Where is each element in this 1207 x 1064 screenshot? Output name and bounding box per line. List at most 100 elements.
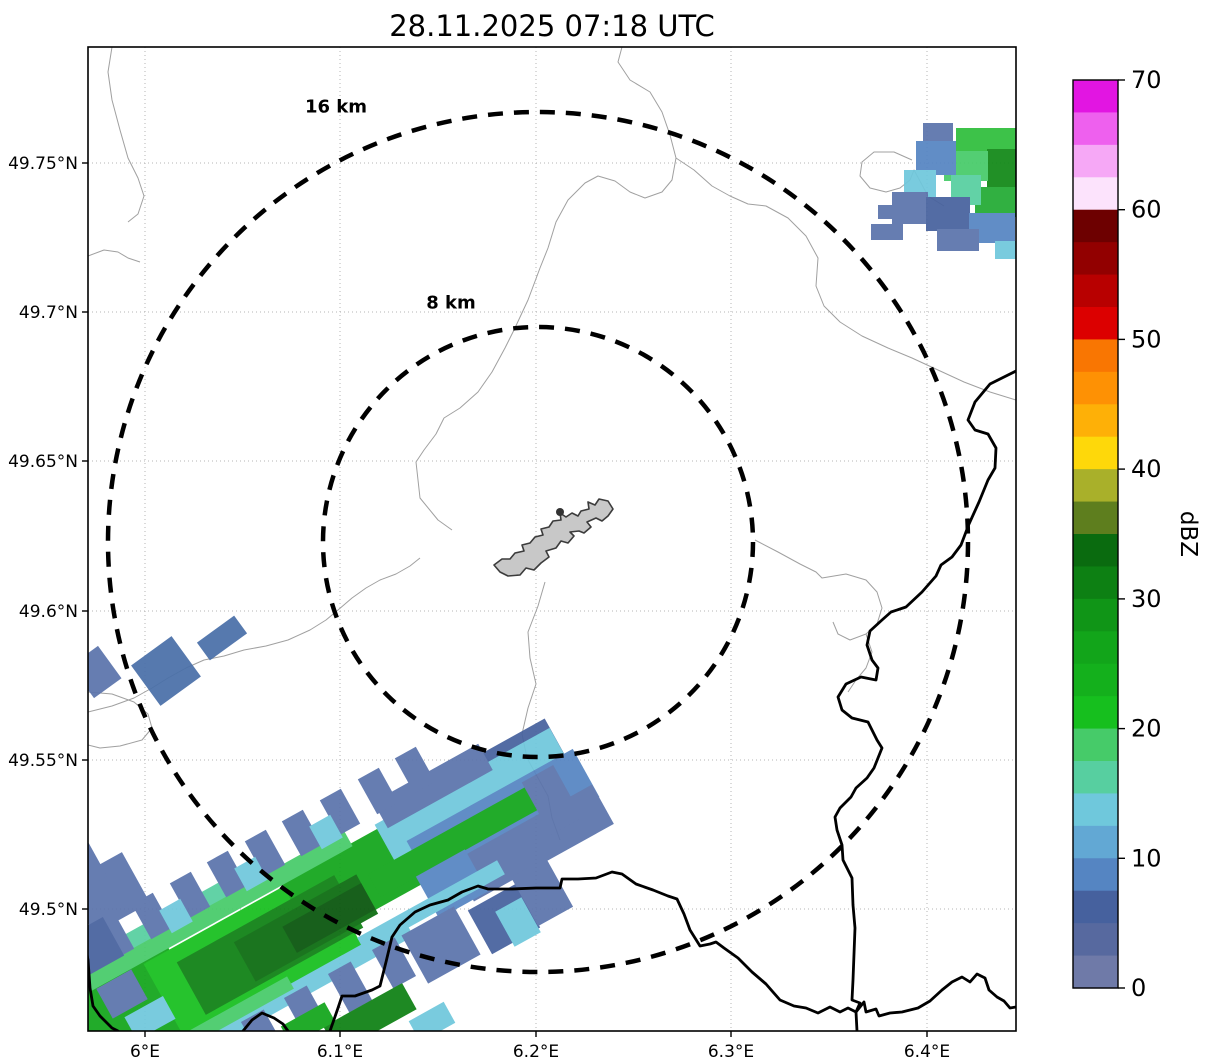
colorbar-band: [1073, 339, 1118, 373]
country-border-line: [833, 369, 1016, 1031]
radar-echo-cell: [987, 149, 1016, 191]
x-tick-label: 6.1°E: [317, 1042, 363, 1062]
colorbar-tick-label: 0: [1131, 974, 1146, 1002]
colorbar-band: [1073, 144, 1118, 178]
radar-echo-cell: [319, 788, 361, 836]
radar-echo-cell: [88, 830, 353, 992]
river-line: [88, 249, 141, 263]
colorbar-tick-label: 20: [1131, 715, 1162, 743]
river-line: [107, 47, 145, 223]
y-tick-label: 49.65°N: [8, 452, 78, 472]
y-tick-label: 49.6°N: [19, 602, 78, 622]
radar-echo-cell: [88, 645, 122, 699]
colorbar-band: [1073, 858, 1118, 892]
radar-echo-cell: [124, 995, 176, 1031]
radar-echo-cell: [196, 615, 248, 661]
radar-echo-cell: [112, 976, 294, 1031]
colorbar-band: [1073, 177, 1118, 211]
x-tick-label: 6°E: [130, 1042, 160, 1062]
colorbar-tick-label: 40: [1131, 455, 1162, 483]
radar-site-marker: [556, 508, 564, 516]
plot-frame: [87, 46, 1017, 1032]
radar-echo-cell: [871, 224, 903, 240]
x-tick-label: 6.4°E: [904, 1042, 950, 1062]
radar-echo-cell: [234, 856, 268, 892]
airport-outline: [493, 498, 614, 577]
x-tick-label: 6.3°E: [708, 1042, 754, 1062]
colorbar-band: [1073, 80, 1118, 114]
radar-echo-cell: [357, 767, 399, 815]
colorbar-tick-label: 70: [1131, 66, 1162, 94]
colorbar-band: [1073, 598, 1118, 632]
radar-echo-cell: [323, 983, 417, 1031]
radar-echo-cell: [926, 197, 970, 231]
colorbar-band: [1073, 566, 1118, 600]
radar-echo-cell: [142, 920, 414, 1031]
range-ring-16km: [105, 109, 971, 975]
colorbar-band: [1073, 534, 1118, 568]
radar-echo-cell: [374, 727, 572, 865]
radar-echo-cell: [327, 961, 373, 1013]
range-ring-label-16km: 16 km: [304, 96, 368, 118]
colorbar-band: [1073, 307, 1118, 341]
colorbar-tick-label: 50: [1131, 325, 1162, 353]
radar-echo-cell: [878, 205, 908, 219]
colorbar-band: [1073, 404, 1118, 438]
radar-echo-cell: [88, 841, 108, 889]
colorbar: 0 10 20 30 40 50 60 70: [1072, 66, 1162, 1002]
river-line: [415, 47, 677, 531]
radar-echo-cell: [244, 829, 286, 877]
colorbar-band: [1073, 890, 1118, 924]
river-line: [754, 539, 883, 641]
colorbar-band: [1073, 469, 1118, 503]
radar-echo-cell: [510, 857, 574, 927]
river-line: [675, 157, 1016, 401]
radar-echo-cell: [88, 852, 151, 934]
radar-echo-cell: [159, 898, 193, 934]
colorbar-band: [1073, 696, 1118, 730]
radar-echo-cell: [937, 229, 979, 251]
colorbar-axis-label: dBZ: [1175, 510, 1201, 558]
radar-echo-cell: [309, 814, 343, 850]
radar-echo-cell: [408, 1001, 456, 1031]
range-ring-label-8km: 8 km: [426, 292, 476, 314]
range-ring-8km: [320, 324, 756, 760]
colorbar-band: [1073, 761, 1118, 795]
country-border-line: [854, 972, 1016, 1018]
colorbar-band: [1073, 371, 1118, 405]
y-tick-label: 49.7°N: [19, 303, 78, 323]
river-line: [847, 633, 873, 693]
radar-echo-cell: [280, 1002, 336, 1031]
colorbar-band: [1073, 955, 1118, 989]
radar-echo-cell: [916, 141, 956, 175]
colorbar-band: [1073, 274, 1118, 308]
country-border-line: [88, 952, 120, 1031]
y-tick-label: 49.5°N: [19, 900, 78, 920]
y-tick-label: 49.75°N: [8, 154, 78, 174]
colorbar-tick-label: 10: [1131, 844, 1162, 872]
radar-echo-cell: [373, 743, 493, 829]
colorbar-band: [1073, 631, 1118, 665]
chart-title: 28.11.2025 07:18 UTC: [389, 9, 715, 43]
colorbar-frame: [1072, 79, 1119, 989]
colorbar-band: [1073, 663, 1118, 697]
map-layers: [88, 47, 1016, 1031]
country-border-line: [328, 870, 858, 1031]
y-tick-label: 49.55°N: [8, 751, 78, 771]
radar-echo-cell: [367, 786, 539, 898]
radar-echo-cell: [495, 897, 541, 947]
country-border-line: [241, 1011, 290, 1031]
radar-echo-cell: [169, 871, 211, 919]
river-line: [88, 557, 421, 713]
radar-echoes: [88, 123, 1016, 1031]
radar-echo-cell: [521, 765, 583, 835]
radar-echo-cell: [995, 241, 1016, 259]
colorbar-band: [1073, 923, 1118, 957]
river-lines: [88, 47, 1016, 841]
colorbar-tick-label: 60: [1131, 196, 1162, 224]
radar-echo-cell: [206, 850, 248, 898]
colorbar-band: [1073, 436, 1118, 470]
radar-echo-cell: [131, 636, 201, 706]
